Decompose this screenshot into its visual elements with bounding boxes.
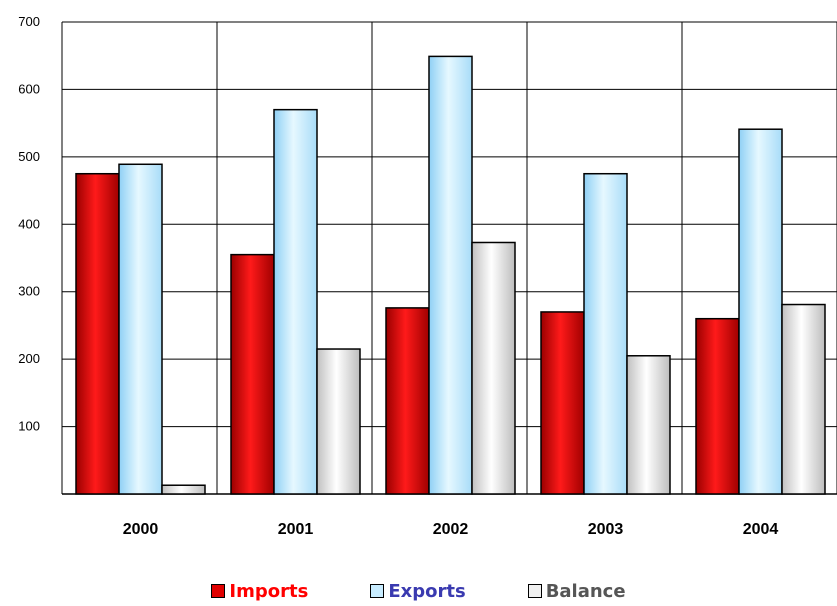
y-tick-label: 100: [18, 419, 40, 434]
legend-item-exports: Exports: [370, 576, 466, 606]
x-axis-ticks: 2000 2001 2002 2003 2004: [123, 521, 779, 538]
legend-label-imports: Imports: [229, 580, 309, 602]
y-tick-label: 700: [18, 14, 40, 29]
x-tick-label: 2003: [588, 521, 624, 538]
y-tick-label: 300: [18, 284, 40, 299]
y-tick-label: 600: [18, 81, 40, 96]
bars: [75, 55, 826, 495]
legend-swatch-balance: [527, 584, 542, 598]
bar-imports-2000: [75, 172, 120, 495]
bar-exports-2000: [118, 163, 163, 495]
bar-exports-2002: [428, 55, 473, 495]
bar-imports-2002: [385, 307, 430, 495]
legend-label-exports: Exports: [388, 580, 466, 602]
bar-exports-2003: [583, 172, 628, 495]
legend-swatch-imports: [211, 584, 226, 598]
bar-exports-2001: [273, 108, 318, 495]
bar-balance-2001: [316, 348, 361, 495]
bar-imports-2001: [230, 253, 275, 495]
x-tick-label: 2000: [123, 521, 159, 538]
y-tick-label: 500: [18, 149, 40, 164]
x-tick-label: 2004: [743, 521, 779, 538]
y-tick-label: 200: [18, 351, 40, 366]
y-axis-ticks: 100 200 300 400 500 600 700: [18, 14, 40, 434]
bar-balance-2002: [471, 241, 516, 495]
legend-label-balance: Balance: [545, 580, 626, 602]
legend-item-imports: Imports: [211, 576, 308, 606]
bar-balance-2004: [781, 303, 826, 495]
bar-balance-2000: [161, 484, 206, 495]
bar-imports-2003: [540, 311, 585, 495]
x-tick-label: 2001: [278, 521, 314, 538]
x-tick-label: 2002: [433, 521, 469, 538]
legend-swatch-exports: [370, 584, 385, 598]
legend-item-balance: Balance: [527, 576, 626, 606]
y-tick-label: 400: [18, 216, 40, 231]
legend: Imports Exports Balance: [0, 576, 837, 606]
bar-imports-2004: [695, 317, 740, 495]
bar-balance-2003: [626, 355, 671, 495]
bar-exports-2004: [738, 128, 783, 495]
